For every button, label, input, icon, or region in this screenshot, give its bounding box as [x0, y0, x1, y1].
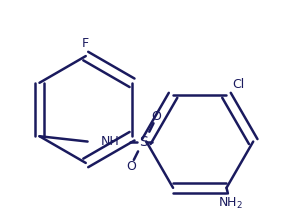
Text: S: S: [139, 134, 148, 148]
Text: NH: NH: [101, 135, 120, 148]
Text: O: O: [126, 160, 136, 173]
Text: F: F: [82, 37, 89, 50]
Text: O: O: [151, 110, 161, 123]
Text: Cl: Cl: [232, 78, 244, 91]
Text: NH$_2$: NH$_2$: [218, 196, 243, 211]
